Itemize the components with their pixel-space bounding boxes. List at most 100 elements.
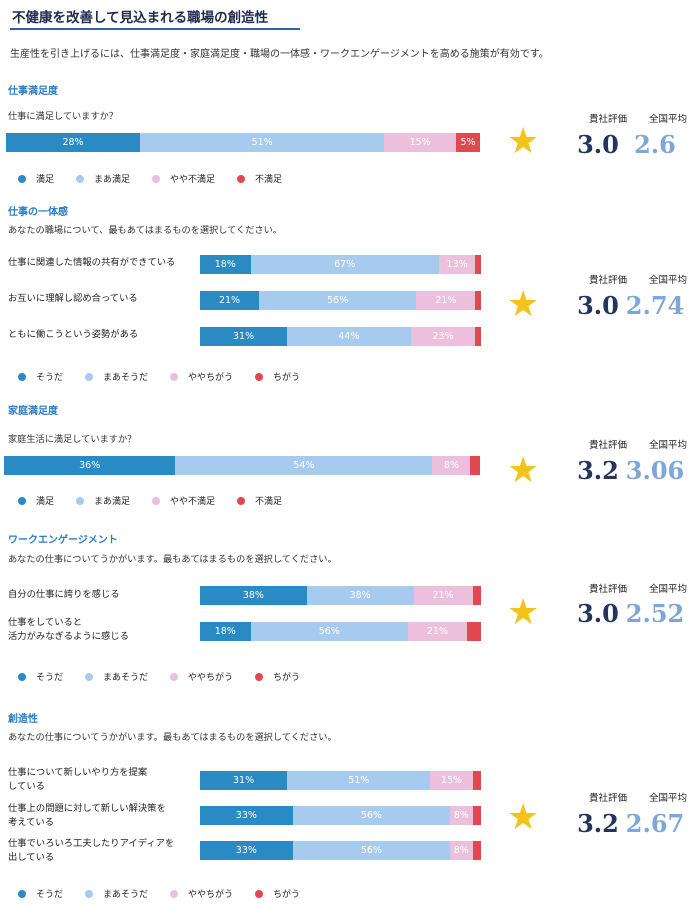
stacked-bar: 18% 56% 21% bbox=[200, 622, 481, 641]
legend-dot-icon bbox=[18, 372, 26, 381]
legend-label: そうだ bbox=[36, 373, 64, 383]
section-title: 仕事の一体感 bbox=[8, 207, 68, 218]
bar-segment-4 bbox=[472, 771, 481, 790]
legend-item: 不満足 bbox=[237, 172, 282, 185]
legend-dot-icon bbox=[18, 174, 26, 183]
bar-segment-1: 18% bbox=[200, 622, 251, 641]
page-title: 不健康を改善して見込まれる職場の創造性 bbox=[12, 10, 269, 26]
legend-item: 満足 bbox=[18, 494, 54, 507]
section-question: あなたの職場について、最もあてはまるものを選択してください。 bbox=[8, 225, 282, 236]
legend-label: 満足 bbox=[36, 175, 55, 185]
section-question: 家庭生活に満足していますか？ bbox=[8, 434, 137, 445]
legend-item: やや不満足 bbox=[152, 494, 215, 507]
star-icon: ★ bbox=[507, 592, 540, 633]
chart-legend: そうだ まあそうだ ややちがう ちがう bbox=[18, 370, 322, 383]
legend-label: 不満足 bbox=[255, 497, 283, 507]
legend-label: ややちがう bbox=[188, 890, 234, 900]
legend-dot-icon bbox=[237, 496, 246, 505]
stacked-bar: 38% 38% 21% bbox=[200, 586, 481, 605]
national-average-label: 全国平均 bbox=[648, 114, 687, 125]
row-label: 仕事に関連した情報の共有ができている bbox=[8, 257, 176, 268]
bar-segment-2: 56% bbox=[250, 622, 408, 641]
star-icon: ★ bbox=[507, 121, 540, 162]
legend-label: やや不満足 bbox=[170, 497, 216, 507]
bar-segment-2: 51% bbox=[287, 771, 431, 790]
bar-segment-4 bbox=[470, 456, 480, 475]
bar-segment-2: 44% bbox=[287, 327, 411, 346]
company-score-label: 貴社評価 bbox=[588, 440, 627, 451]
bar-segment-1: 18% bbox=[200, 255, 251, 274]
legend-item: ちがう bbox=[255, 670, 300, 683]
bar-segment-1: 38% bbox=[200, 586, 307, 605]
legend-label: まあそうだ bbox=[103, 890, 149, 900]
bar-segment-3: 8% bbox=[450, 841, 473, 860]
bar-segment-1: 21% bbox=[200, 291, 259, 310]
legend-item: やや不満足 bbox=[152, 172, 215, 185]
row-label: 仕事上の問題に対して新しい解決策を 考えている bbox=[8, 803, 166, 828]
legend-label: やや不満足 bbox=[170, 175, 216, 185]
legend-item: 不満足 bbox=[237, 494, 282, 507]
national-average-value: 2.52 bbox=[625, 599, 685, 628]
row-label: お互いに理解し認め合っている bbox=[8, 293, 138, 304]
company-score-value: 3.0 bbox=[577, 599, 619, 628]
row-label: ともに働こうという姿勢がある bbox=[8, 329, 139, 340]
legend-item: 満足 bbox=[18, 172, 54, 185]
bar-segment-1: 36% bbox=[4, 456, 176, 475]
legend-label: まあそうだ bbox=[103, 373, 149, 383]
national-average-value: 2.67 bbox=[625, 809, 685, 838]
bar-segment-4 bbox=[472, 806, 481, 825]
bar-segment-3: 21% bbox=[407, 622, 467, 641]
legend-dot-icon bbox=[18, 889, 26, 898]
national-average-label: 全国平均 bbox=[648, 440, 687, 451]
section-title: 創造性 bbox=[8, 714, 38, 725]
star-icon: ★ bbox=[507, 797, 540, 838]
bar-segment-3: 15% bbox=[384, 133, 457, 152]
stacked-bar: 36% 54% 8% bbox=[4, 456, 480, 475]
legend-label: まあ満足 bbox=[94, 175, 131, 185]
bar-segment-2: 54% bbox=[175, 456, 433, 475]
bar-segment-2: 56% bbox=[292, 806, 451, 825]
intro-text: 生産性を引き上げるには、仕事満足度・家庭満足度・職場の一体感・ワークエンゲージメ… bbox=[10, 49, 549, 60]
bar-segment-4: 5% bbox=[456, 133, 480, 152]
legend-label: そうだ bbox=[36, 890, 64, 900]
legend-item: そうだ bbox=[18, 670, 63, 683]
bar-segment-4 bbox=[475, 327, 481, 346]
legend-label: ややちがう bbox=[188, 373, 234, 383]
legend-item: まあそうだ bbox=[85, 370, 148, 383]
stacked-bar: 33% 56% 8% bbox=[200, 841, 481, 860]
legend-item: まあそうだ bbox=[85, 887, 148, 900]
company-score-label: 貴社評価 bbox=[588, 584, 627, 595]
row-label: 仕事でいろいろ工夫したりアイディアを 出している bbox=[8, 838, 175, 863]
company-score-label: 貴社評価 bbox=[588, 275, 627, 286]
legend-item: ちがう bbox=[255, 887, 300, 900]
bar-segment-3: 8% bbox=[432, 456, 471, 475]
section-question: あなたの仕事についてうかがいます。最もあてはまるものを選択してください。 bbox=[8, 732, 337, 743]
row-label: 自分の仕事に誇りを感じる bbox=[8, 589, 120, 600]
legend-label: 満足 bbox=[36, 497, 55, 507]
legend-dot-icon bbox=[170, 672, 179, 681]
legend-item: そうだ bbox=[18, 370, 63, 383]
company-score-value: 3.2 bbox=[577, 456, 619, 485]
national-average-value: 2.74 bbox=[625, 291, 685, 320]
bar-segment-1: 31% bbox=[200, 327, 288, 346]
bar-segment-2: 56% bbox=[292, 841, 451, 860]
bar-segment-3: 8% bbox=[450, 806, 473, 825]
stacked-bar: 33% 56% 8% bbox=[200, 806, 481, 825]
section-question: 仕事に満足していますか？ bbox=[8, 111, 118, 122]
legend-dot-icon bbox=[18, 672, 26, 681]
bar-segment-3: 23% bbox=[410, 327, 476, 346]
chart-legend: 満足 まあ満足 やや不満足 不満足 bbox=[18, 172, 304, 185]
legend-dot-icon bbox=[152, 174, 161, 183]
bar-segment-4 bbox=[472, 586, 481, 605]
national-average-value: 3.06 bbox=[625, 456, 685, 485]
legend-item: ややちがう bbox=[170, 670, 233, 683]
legend-item: ちがう bbox=[255, 370, 300, 383]
legend-label: ちがう bbox=[273, 373, 301, 383]
bar-segment-1: 33% bbox=[200, 841, 293, 860]
national-average-value: 2.6 bbox=[634, 130, 676, 159]
legend-dot-icon bbox=[255, 672, 264, 681]
legend-label: まあ満足 bbox=[94, 497, 131, 507]
stacked-bar: 21% 56% 21% bbox=[200, 291, 481, 310]
legend-dot-icon bbox=[85, 372, 94, 381]
bar-segment-3: 21% bbox=[416, 291, 476, 310]
